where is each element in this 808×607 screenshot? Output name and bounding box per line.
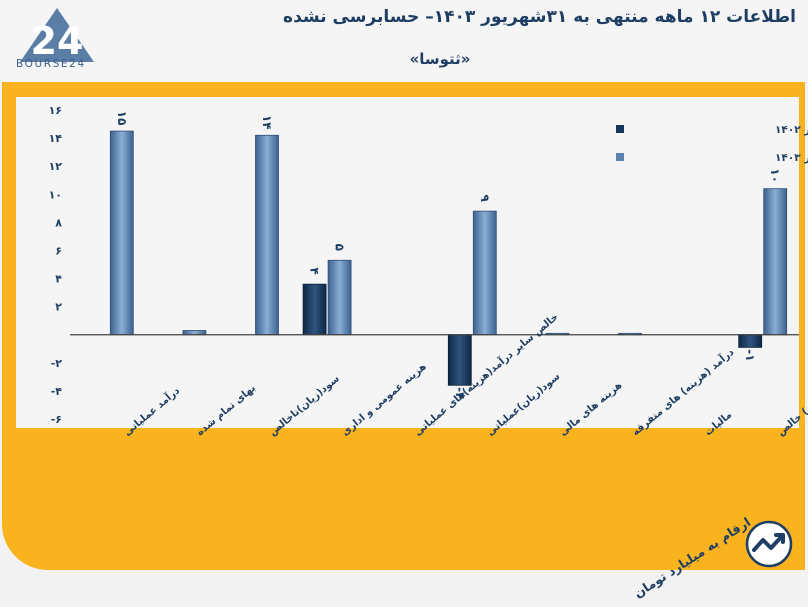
y-tick-label: ۸: [55, 216, 62, 229]
legend: عملکرد منتهی به شهریور ۱۴۰۲ عملکرد منتهی …: [616, 124, 808, 164]
y-tick-label: -۴: [51, 385, 63, 398]
data-label: -۱: [743, 349, 757, 361]
bar-1402: [738, 334, 763, 348]
bar-1403: [255, 134, 279, 336]
data-label-text: ۱۵: [115, 111, 129, 126]
bar-1402: [302, 283, 327, 336]
data-label: ۴: [308, 267, 322, 274]
y-tick-label: ۱۲: [49, 160, 63, 173]
header-bar: 24 BOURSE24 اطلاعات ۱۲ ماهه منتهی به ۳۱ش…: [0, 0, 808, 82]
data-label-text: ۵: [333, 244, 347, 251]
y-tick-label: ۲: [55, 301, 62, 314]
company-symbol: «ثتوسا»: [409, 50, 471, 68]
bar-1403: [182, 330, 207, 336]
data-label: ۵: [333, 244, 347, 251]
bourse24-logo: 24: [20, 8, 94, 63]
y-tick-label: -۲: [51, 357, 63, 370]
y-tick-label: ۱۴: [49, 132, 63, 145]
data-label: ۱۵: [115, 111, 129, 126]
y-tick-label: ۱۰: [49, 188, 62, 201]
y-axis: -۶ -۴ -۲ ۲ ۴ ۶ ۸ ۱۰ ۱۲ ۱۴ ۱۶: [49, 104, 63, 426]
data-label-text: -۴: [453, 387, 467, 399]
data-label: ۱۴: [260, 115, 274, 130]
y-tick-label: ۴: [55, 273, 62, 286]
data-label: ۹: [478, 194, 492, 202]
y-tick-label: ۱۶: [49, 104, 62, 117]
legend-swatch: [616, 153, 624, 161]
data-label-text: ۴: [308, 267, 322, 274]
svg-text:24: 24: [31, 19, 84, 63]
trend-circle-icon: [745, 520, 793, 568]
data-label-text: ۱۰: [768, 168, 782, 183]
data-label-text: -۱: [743, 349, 757, 361]
bar-1403: [763, 188, 788, 336]
page-title: اطلاعات ۱۲ ماهه منتهی به ۳۱شهریور ۱۴۰۳– …: [283, 7, 796, 27]
bar-1403: [109, 130, 134, 336]
data-label: -۴: [453, 387, 467, 399]
legend-swatch: [616, 125, 624, 133]
plot-area: [16, 97, 799, 428]
data-label: ۱۰: [768, 168, 782, 183]
y-tick-label: ۶: [55, 244, 62, 257]
logo-wordmark: BOURSE24: [16, 58, 86, 70]
legend-label: عملکرد منتهی به شهریور ۱۴۰۲: [775, 124, 808, 136]
y-tick-label: -۶: [51, 413, 62, 426]
data-label-text: ۹: [478, 194, 492, 202]
bar-1402: [447, 334, 472, 386]
legend-label: عملکرد منتهی به شهریور ۱۴۰۳: [775, 152, 808, 164]
bar-1403: [472, 210, 497, 336]
bars: ۱۵ ۱۴ ۴ ۵ -۴ ۹ -۱ ۱۰: [109, 111, 788, 399]
data-label-text: ۱۴: [260, 115, 274, 130]
bar-1403: [327, 259, 352, 336]
